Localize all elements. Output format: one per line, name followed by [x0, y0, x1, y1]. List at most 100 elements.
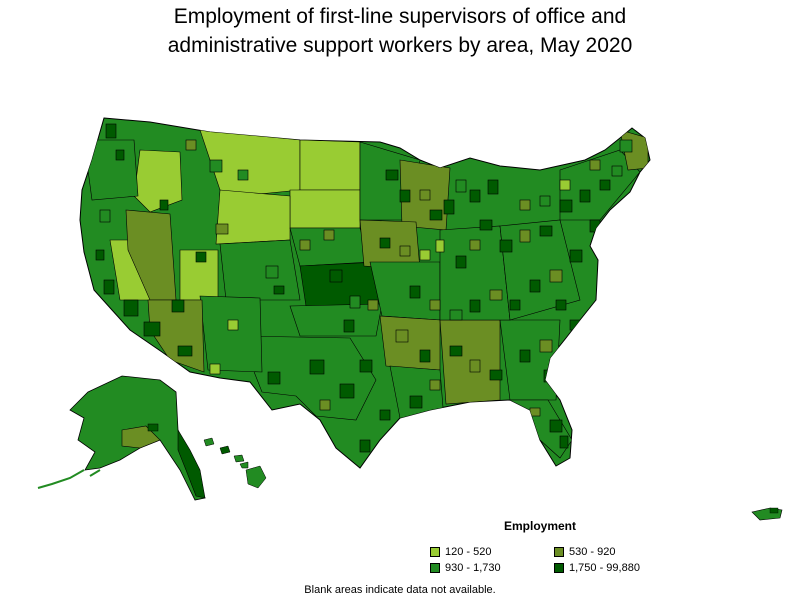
legend-label: 1,750 - 99,880: [569, 562, 640, 574]
area-patch: [367, 299, 379, 311]
area-patch: [559, 199, 573, 213]
area-patch: [349, 295, 361, 309]
area-patch: [611, 165, 623, 177]
area-patch: [239, 335, 377, 421]
area-patch: [299, 239, 311, 251]
area-patch: [589, 219, 601, 233]
area-patch: [479, 219, 493, 231]
area-patch: [469, 359, 481, 373]
area-patch: [219, 239, 301, 301]
area-patch: [209, 363, 221, 375]
area-patch: [429, 209, 443, 221]
area-patch: [489, 289, 503, 301]
hawaii-islands: [203, 437, 267, 489]
area-patch: [171, 299, 185, 313]
area-patch: [237, 169, 249, 181]
area-patch: [539, 225, 553, 237]
area-patch: [509, 299, 521, 311]
legend-swatch: [430, 563, 440, 573]
area-patch: [95, 249, 105, 261]
area-patch: [199, 295, 263, 373]
area-patch: [103, 279, 115, 295]
area-patch: [133, 149, 183, 213]
area-patch: [209, 159, 223, 173]
area-patch: [549, 419, 563, 433]
area-patch: [399, 189, 411, 203]
alaska-panhandle-detail: [177, 428, 206, 499]
area-patch: [409, 395, 423, 409]
area-patch: [555, 299, 567, 311]
area-patch: [227, 319, 239, 331]
area-patch: [289, 189, 361, 229]
legend-label: 530 - 920: [569, 546, 616, 558]
area-patch: [265, 265, 279, 279]
area-patch: [619, 139, 633, 153]
area-patch: [343, 319, 355, 333]
alaska-south-region: [121, 425, 161, 449]
area-patch: [435, 239, 445, 253]
area-patch: [379, 409, 391, 421]
legend-swatch: [554, 547, 564, 557]
area-patch: [299, 261, 383, 307]
area-patch: [449, 309, 463, 321]
legend-title: Employment: [504, 519, 577, 533]
area-patch: [599, 179, 611, 191]
legend-swatch: [430, 547, 440, 557]
area-patch: [569, 249, 583, 263]
legend-item-120-520: 120 - 520: [430, 546, 491, 558]
area-patch: [455, 179, 467, 193]
area-patch: [469, 299, 481, 313]
area-patch: [177, 345, 193, 357]
area-patch: [299, 139, 361, 191]
area-patch: [409, 285, 421, 299]
area-patch: [395, 329, 409, 343]
area-patch: [419, 189, 431, 201]
area-patch: [105, 123, 117, 139]
area-patch: [185, 139, 197, 151]
area-patch: [539, 195, 551, 207]
area-patch: [539, 339, 553, 353]
area-patch: [143, 321, 161, 337]
legend-item-1750-99880: 1,750 - 99,880: [554, 562, 640, 574]
area-patch: [519, 199, 531, 211]
area-patch: [469, 239, 481, 251]
footnote: Blank areas indicate data not available.: [304, 584, 496, 596]
area-patch: [499, 239, 513, 253]
area-patch: [385, 169, 399, 181]
legend-label: 120 - 520: [445, 546, 492, 558]
area-patch: [455, 255, 467, 269]
area-patch: [579, 189, 591, 203]
area-patch: [559, 435, 569, 449]
title-line-2: administrative support workers by area, …: [167, 34, 633, 57]
area-patch: [319, 399, 331, 411]
area-patch: [499, 219, 581, 321]
title-line-1: Employment of first-line supervisors of …: [173, 5, 627, 28]
area-patch: [115, 149, 125, 161]
area-patch: [429, 379, 441, 391]
area-patch: [419, 249, 431, 261]
area-patch: [99, 209, 111, 223]
area-patch: [309, 359, 325, 375]
area-patch: [359, 359, 373, 373]
area-patch: [215, 189, 291, 245]
area-patch: [519, 349, 531, 363]
area-patch: [273, 285, 285, 295]
area-patch: [589, 159, 601, 171]
legend-label: 930 - 1,730: [445, 562, 501, 574]
map-title: Employment of first-line supervisors of …: [0, 2, 800, 60]
area-patch: [267, 371, 281, 385]
area-patch: [489, 369, 503, 381]
area-patch: [449, 345, 463, 357]
area-patch: [379, 237, 391, 249]
area-patch: [323, 229, 335, 241]
area-patch: [215, 223, 229, 235]
area-patch: [549, 269, 563, 283]
area-patch: [83, 139, 139, 201]
area-patch: [519, 229, 531, 243]
aleutian-islands: [37, 469, 101, 489]
area-patch: [487, 179, 499, 195]
area-patches: [83, 123, 649, 459]
area-patch: [559, 179, 571, 191]
area-patch: [379, 315, 441, 371]
